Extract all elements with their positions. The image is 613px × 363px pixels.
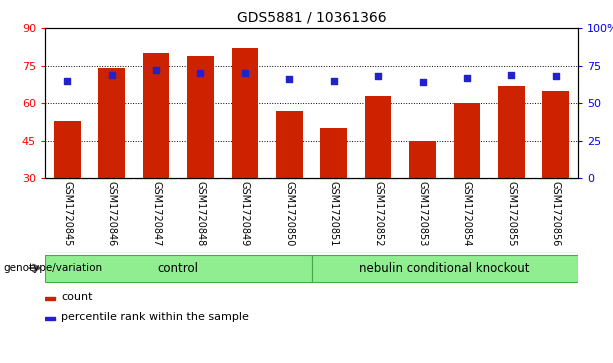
Bar bbox=[232, 48, 258, 253]
Bar bbox=[276, 110, 303, 253]
Bar bbox=[45, 317, 55, 320]
Text: genotype/variation: genotype/variation bbox=[3, 263, 102, 273]
Text: GSM1720853: GSM1720853 bbox=[417, 181, 427, 246]
Bar bbox=[365, 95, 392, 253]
Text: nebulin conditional knockout: nebulin conditional knockout bbox=[359, 261, 530, 274]
Bar bbox=[98, 68, 125, 253]
Text: GSM1720852: GSM1720852 bbox=[373, 181, 383, 246]
FancyBboxPatch shape bbox=[45, 254, 311, 281]
Bar bbox=[454, 103, 480, 253]
Point bbox=[63, 78, 72, 83]
Text: GSM1720848: GSM1720848 bbox=[196, 181, 205, 246]
Text: GSM1720845: GSM1720845 bbox=[62, 181, 72, 246]
Point bbox=[506, 72, 516, 77]
Text: GSM1720854: GSM1720854 bbox=[462, 181, 472, 246]
Bar bbox=[543, 90, 569, 253]
FancyBboxPatch shape bbox=[311, 254, 578, 281]
Point bbox=[417, 79, 427, 85]
Text: GSM1720851: GSM1720851 bbox=[329, 181, 339, 246]
Point bbox=[284, 76, 294, 82]
Text: count: count bbox=[61, 293, 93, 302]
Point bbox=[151, 67, 161, 73]
Point bbox=[373, 73, 383, 79]
Bar bbox=[498, 86, 525, 253]
Text: GSM1720846: GSM1720846 bbox=[107, 181, 116, 246]
Bar bbox=[187, 56, 214, 253]
Text: control: control bbox=[158, 261, 199, 274]
Point bbox=[196, 70, 205, 76]
Text: GSM1720850: GSM1720850 bbox=[284, 181, 294, 246]
Text: GSM1720856: GSM1720856 bbox=[551, 181, 561, 246]
Point bbox=[240, 70, 249, 76]
Point bbox=[329, 78, 338, 83]
Text: GSM1720855: GSM1720855 bbox=[506, 181, 516, 246]
Bar bbox=[143, 53, 169, 253]
Point bbox=[462, 74, 472, 80]
Bar bbox=[54, 121, 80, 253]
Bar bbox=[321, 128, 347, 253]
Text: GSM1720849: GSM1720849 bbox=[240, 181, 250, 246]
Text: percentile rank within the sample: percentile rank within the sample bbox=[61, 312, 249, 322]
Text: GSM1720847: GSM1720847 bbox=[151, 181, 161, 246]
Point bbox=[551, 73, 561, 79]
Point bbox=[107, 72, 116, 77]
Title: GDS5881 / 10361366: GDS5881 / 10361366 bbox=[237, 10, 386, 24]
Bar bbox=[45, 297, 55, 300]
Bar bbox=[409, 140, 436, 253]
